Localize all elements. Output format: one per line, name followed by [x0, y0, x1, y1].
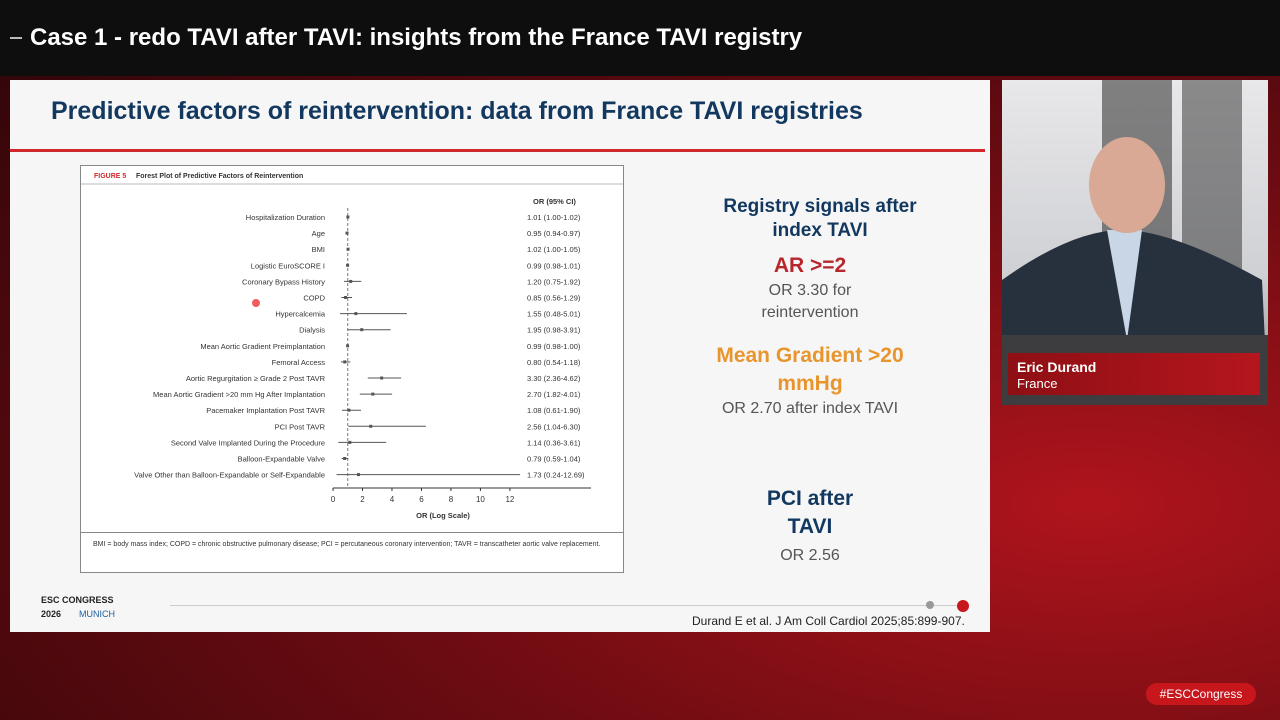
row-label: Pacemaker Implantation Post TAVR: [206, 406, 325, 415]
row-label: Coronary Bypass History: [242, 277, 325, 286]
row-label: Mean Aortic Gradient >20 mm Hg After Imp…: [153, 390, 325, 399]
congress-name: ESC CONGRESS: [41, 595, 114, 605]
point-estimate: [354, 312, 358, 316]
point-estimate: [346, 344, 350, 348]
row-label: Logistic EuroSCORE I: [251, 261, 325, 270]
value-label: 1.73 (0.24-12.69): [527, 471, 585, 480]
value-label: 0.99 (0.98-1.00): [527, 342, 581, 351]
value-label: 1.20 (0.75-1.92): [527, 277, 581, 286]
value-label: 0.80 (0.54-1.18): [527, 358, 581, 367]
value-label: 0.79 (0.59-1.04): [527, 455, 581, 464]
value-label: 1.08 (0.61-1.90): [527, 406, 581, 415]
row-label: Balloon-Expandable Valve: [238, 455, 325, 464]
summary-label: Mean Gradient >20 mmHg: [716, 344, 904, 395]
point-estimate: [357, 473, 361, 477]
point-estimate: [349, 279, 353, 283]
value-label: 1.14 (0.36-3.61): [527, 438, 581, 447]
point-estimate: [360, 328, 364, 332]
value-label: 1.01 (1.00-1.02): [527, 213, 581, 222]
x-tick-label: 10: [476, 495, 485, 504]
row-label: Valve Other than Balloon-Expandable or S…: [134, 471, 325, 480]
value-label: 1.55 (0.48-5.01): [527, 310, 581, 319]
x-tick-label: 12: [505, 495, 514, 504]
progress-knob: [926, 601, 934, 609]
point-estimate: [346, 247, 350, 251]
congress-footer: ESC CONGRESS 2026 MUNICH: [41, 593, 115, 621]
top-bar: Case 1 - redo TAVI after TAVI: insights …: [0, 0, 1280, 76]
row-label: BMI: [312, 245, 325, 254]
value-label: 1.02 (1.00-1.05): [527, 245, 581, 254]
point-estimate: [346, 263, 350, 267]
point-estimate: [371, 392, 375, 396]
progress-end: [957, 600, 969, 612]
forest-plot: FIGURE 5 Forest Plot of Predictive Factor…: [81, 173, 623, 520]
row-label: Dialysis: [299, 326, 325, 335]
hashtag[interactable]: #ESCCongress: [1146, 683, 1256, 705]
speaker-country: France: [1017, 376, 1058, 391]
x-tick-label: 4: [390, 495, 395, 504]
point-estimate: [346, 215, 350, 219]
value-label: 0.95 (0.94-0.97): [527, 229, 581, 238]
pointer: [252, 299, 260, 307]
summary-label: AR >=2: [773, 254, 847, 277]
value-label: 0.99 (0.98-1.01): [527, 261, 581, 270]
point-estimate: [344, 296, 348, 299]
x-tick-label: 6: [419, 495, 424, 504]
bar-dot: [10, 37, 22, 39]
figure-label: FIGURE 5: [94, 173, 126, 180]
x-axis-label: OR (Log Scale): [416, 511, 470, 520]
slide: Predictive factors of reintervention: da…: [10, 80, 990, 632]
congress-year: 2026: [41, 609, 62, 619]
row-label: PCI Post TAVR: [275, 422, 326, 431]
summary-item: AR >=2 OR 3.30 for reintervention: [735, 252, 885, 324]
row-label: Mean Aortic Gradient Preimplantation: [200, 342, 325, 351]
row-label: Age: [312, 229, 325, 238]
point-estimate: [347, 408, 351, 412]
figure-title: Forest Plot of Predictive Factors of Rei…: [136, 173, 303, 180]
value-label: 2.56 (1.04-6.30): [527, 422, 581, 431]
x-tick-label: 2: [360, 495, 365, 504]
congress-year-city: 2026 MUNICH: [41, 607, 115, 621]
x-tick-label: 0: [331, 495, 336, 504]
title-rule: [10, 149, 985, 152]
name-tag: Eric Durand France: [1008, 353, 1260, 395]
point-estimate: [369, 424, 373, 428]
summary-detail: OR 2.70 after index TAVI: [721, 400, 899, 417]
summary-label: PCI after TAVI: [766, 487, 854, 538]
summary-heading: Registry signals after index TAVI: [723, 196, 917, 241]
column-header: OR (95% CI): [533, 197, 576, 206]
row-label: Hypercalcemia: [275, 310, 325, 319]
figure: FIGURE 5 Forest Plot of Predictive Factor…: [80, 165, 624, 573]
value-label: 1.95 (0.98-3.91): [527, 326, 581, 335]
row-label: COPD: [303, 294, 325, 303]
congress-city: MUNICH: [79, 609, 116, 619]
progress-bar: [170, 605, 960, 606]
session-title: Case 1 - redo TAVI after TAVI: insights …: [30, 24, 803, 51]
row-label: Femoral Access: [272, 358, 326, 367]
x-tick-label: 8: [449, 495, 454, 504]
point-estimate: [345, 231, 349, 235]
point-estimate: [343, 360, 347, 364]
point-estimate: [343, 457, 347, 460]
summary-detail: OR 3.30 for reintervention: [761, 282, 859, 321]
summary-item: Mean Gradient >20 mmHg OR 2.70 after inde…: [700, 342, 920, 420]
slide-title: Predictive factors of reintervention: da…: [51, 97, 863, 125]
value-label: 0.85 (0.56-1.29): [527, 294, 581, 303]
value-label: 2.70 (1.82-4.01): [527, 390, 581, 399]
summary-item: PCI after TAVI OR 2.56: [755, 485, 865, 567]
summary-detail: OR 2.56: [780, 547, 840, 564]
speaker-name: Eric Durand: [1017, 359, 1097, 375]
footnote: BMI = body mass index; COPD = chronic ob…: [93, 541, 601, 548]
point-estimate: [380, 376, 384, 380]
row-label: Aortic Regurgitation ≥ Grade 2 Post TAVR: [186, 374, 326, 383]
figure-separator: [81, 532, 623, 533]
row-label: Second Valve Implanted During the Proced…: [171, 438, 325, 447]
row-label: Hospitalization Duration: [246, 213, 325, 222]
point-estimate: [348, 440, 352, 444]
citation: Durand E et al. J Am Coll Cardiol 2025;8…: [692, 614, 965, 628]
value-label: 3.30 (2.36-4.62): [527, 374, 581, 383]
